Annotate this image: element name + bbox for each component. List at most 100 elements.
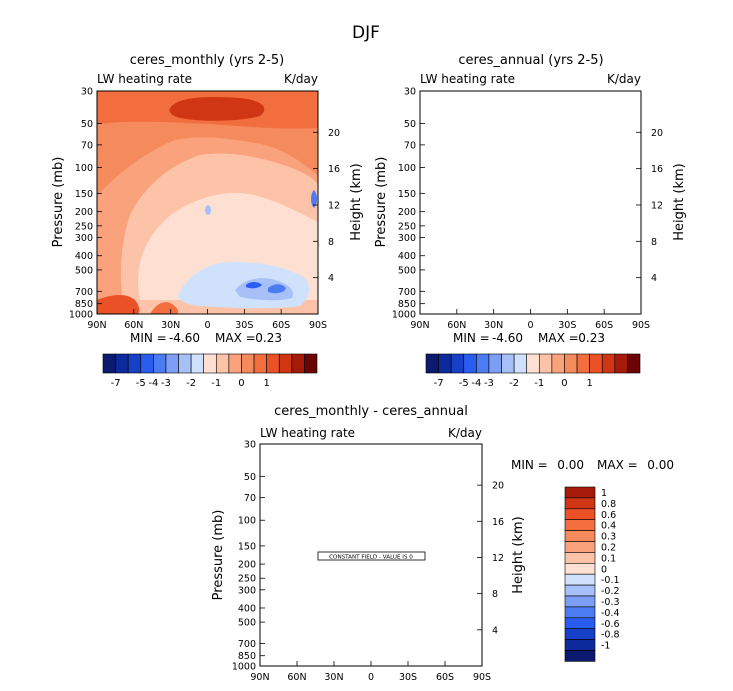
colorbar-swatch [564,353,578,374]
y-tick-label: 850 [398,299,416,310]
x-tick-label: 90S [473,672,491,683]
contour-band [420,91,641,129]
units-label: K/day [607,72,641,86]
y-tick-label: 50 [404,119,416,130]
colorbar-label: 1 [263,378,269,389]
x-tick-label: 0 [204,320,210,331]
colorbar-swatch [115,353,129,374]
y2-tick-label: 12 [651,200,663,211]
y-tick-label: 30 [404,87,416,98]
contour-band [246,282,262,289]
y2-tick-label: 8 [492,589,498,600]
colorbar-swatch [564,573,596,586]
colorbar-label: -3 [484,378,494,389]
y-tick-label: 200 [398,207,416,218]
colorbar-label: -0.3 [601,597,620,608]
y2-tick-label: 16 [651,164,663,175]
x-tick-label: 60S [272,320,290,331]
y-tick-label: 500 [75,265,93,276]
contour-band [169,97,265,121]
y2-tick-label: 20 [651,128,663,139]
colorbar-swatch [463,353,477,374]
y-tick-label: 1000 [232,662,256,673]
contour-band [461,193,641,300]
colorbar-swatch [564,617,596,629]
colorbar-swatch [253,353,267,374]
y-tick-label: 700 [398,287,416,298]
y-tick-label: 400 [75,251,93,262]
y-tick-label: 300 [75,233,93,244]
colorbar-label: 0.4 [601,521,616,532]
units-label: K/day [284,72,318,86]
colorbar-label: 1 [586,378,592,389]
x-tick-label: 30N [161,320,180,331]
y-tick-label: 250 [75,221,93,232]
y-tick-label: 150 [75,189,93,200]
colorbar-label: -0.2 [601,586,620,597]
colorbar-label: 0.8 [601,499,616,510]
colorbar-swatch [203,353,217,374]
max-label: MAX = [215,331,256,345]
min-label: MIN = [130,331,167,345]
colorbar-label: -5 [459,378,469,389]
y2-tick-label: 4 [492,625,498,636]
colorbar-swatch [488,353,502,374]
y-tick-label: 300 [398,233,416,244]
y-tick-label: 500 [398,265,416,276]
contour-band [473,302,501,314]
contour-band [420,137,641,314]
y-tick-label: 850 [75,299,93,310]
y2-tick-label: 20 [328,128,340,139]
y-axis-label: Pressure (mb) [51,157,66,248]
x-tick-label: 60S [436,672,454,683]
y-tick-label: 700 [238,639,256,650]
y-tick-label: 700 [75,287,93,298]
colorbar-label: 0.6 [601,510,616,521]
contour-band [444,153,641,314]
right-axis-label: Height (km) [511,516,526,593]
y-tick-label: 200 [75,207,93,218]
y-tick-label: 30 [81,87,93,98]
max-label: MAX = [538,331,579,345]
colorbar-swatch [564,508,596,520]
colorbar-label: -0.6 [601,619,620,630]
colorbar: 10.80.60.40.30.20.10-0.1-0.2-0.3-0.4-0.6… [564,486,620,662]
y-tick-label: 100 [238,516,256,527]
x-tick-label: 30N [484,320,503,331]
colorbar-swatch [564,595,596,608]
contour-band [569,282,585,288]
colorbar-swatch [564,584,596,597]
colorbar-swatch [564,552,596,564]
y-tick-label: 50 [244,472,256,483]
y2-tick-label: 4 [651,273,657,284]
y-tick-label: 250 [398,221,416,232]
colorbar-label: -1 [534,378,544,389]
y-tick-label: 70 [244,493,256,504]
y2-tick-label: 16 [328,164,340,175]
variable-label: LW heating rate [260,426,355,440]
x-tick-label: 30S [558,320,576,331]
colorbar-swatch [127,353,142,374]
x-tick-label: 0 [527,320,533,331]
max-value: 0.00 [647,458,674,472]
y-axis-label: Pressure (mb) [211,510,226,601]
y2-tick-label: 16 [492,517,504,528]
colorbar-swatch [551,353,565,374]
colorbar-swatch [140,353,154,374]
contour-band [492,97,587,121]
contour-band [591,284,609,293]
colorbar-swatch [278,353,293,374]
x-tick-label: 30S [235,320,253,331]
colorbar-swatch [564,519,596,531]
max-value: 0.23 [578,331,605,345]
y-tick-label: 150 [398,189,416,200]
contour-field [420,91,641,314]
colorbar-label: 0 [238,378,244,389]
colorbar-label: 0 [561,378,567,389]
y-tick-label: 850 [238,651,256,662]
y-tick-label: 500 [238,618,256,629]
min-value: -4.60 [492,331,523,345]
colorbar-swatch [564,530,596,542]
